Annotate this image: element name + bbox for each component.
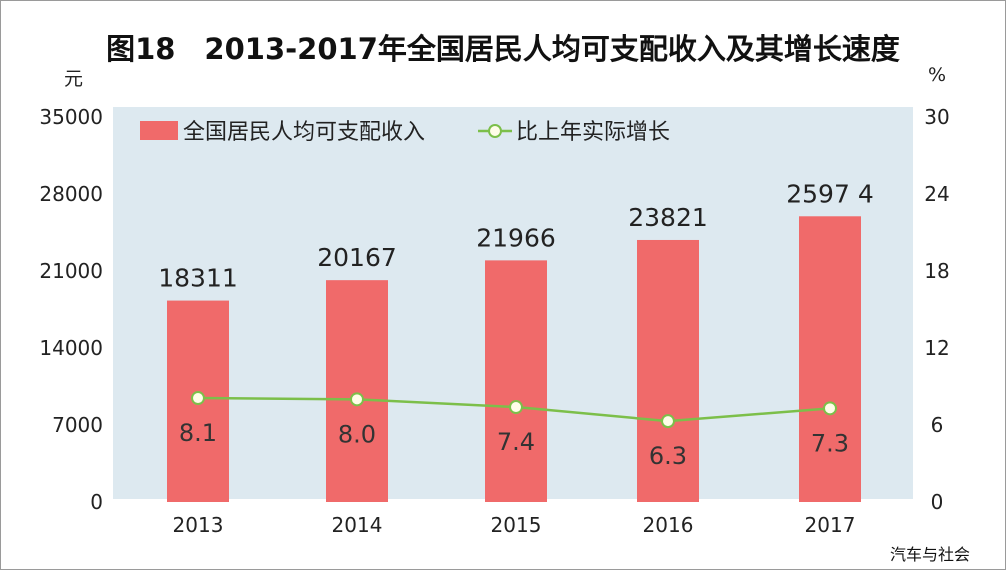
bar-value-label: 23821 xyxy=(628,203,708,232)
left-axis-tick-label: 0 xyxy=(90,490,103,514)
x-axis-tick-label: 2016 xyxy=(643,513,694,537)
legend-bar-label: 全国居民人均可支配收入 xyxy=(183,120,425,145)
income-bar xyxy=(485,260,547,502)
x-axis-tick-label: 2014 xyxy=(332,513,383,537)
left-axis-tick-label: 14000 xyxy=(39,336,103,360)
bar-value-label: 2597 4 xyxy=(786,179,873,208)
growth-point xyxy=(661,414,675,429)
left-axis-unit: 元 xyxy=(64,68,84,90)
right-axis-unit: % xyxy=(928,64,947,86)
growth-value-label: 6.3 xyxy=(649,442,687,470)
x-axis-tick-label: 2017 xyxy=(805,513,856,537)
left-axis-ticks: 0 7000 14000 21000 28000 35000 xyxy=(39,105,103,514)
growth-value-label: 7.3 xyxy=(811,429,849,457)
bar-value-label: 20167 xyxy=(317,243,397,272)
income-bar xyxy=(637,239,699,502)
right-axis-tick-label: 30 xyxy=(924,105,949,129)
bar-value-labels: 18311 20167 21966 23821 2597 4 xyxy=(158,179,874,292)
x-axis-ticks: 2013 2014 2015 2016 2017 xyxy=(173,513,856,537)
right-axis-tick-label: 18 xyxy=(924,259,949,283)
bar-value-label: 18311 xyxy=(158,264,238,293)
x-axis-tick-label: 2015 xyxy=(491,513,542,537)
growth-point xyxy=(823,401,837,416)
right-axis-tick-label: 24 xyxy=(924,182,949,206)
x-axis-tick-label: 2013 xyxy=(173,513,224,537)
legend: 全国居民人均可支配收入 比上年实际增长 xyxy=(140,120,670,145)
income-bars xyxy=(167,216,861,502)
growth-value-label: 7.4 xyxy=(497,428,535,456)
income-bar xyxy=(799,216,861,502)
growth-value-label: 8.0 xyxy=(338,420,376,448)
income-bar xyxy=(326,280,388,502)
watermark: 汽车与社会 xyxy=(890,545,971,564)
right-axis-tick-label: 0 xyxy=(931,490,944,514)
legend-line-marker xyxy=(488,124,502,138)
left-axis-tick-label: 28000 xyxy=(39,182,103,206)
bar-value-label: 21966 xyxy=(476,223,556,252)
legend-bar-swatch xyxy=(140,121,178,140)
chart-title: 图18 2013-2017年全国居民人均可支配收入及其增长速度 xyxy=(106,32,900,66)
growth-point xyxy=(350,392,364,407)
right-axis-tick-label: 6 xyxy=(931,413,944,437)
growth-point xyxy=(191,391,205,406)
legend-line-label: 比上年实际增长 xyxy=(516,120,670,145)
left-axis-tick-label: 21000 xyxy=(39,259,103,283)
growth-value-label: 8.1 xyxy=(179,419,217,447)
right-axis-tick-label: 12 xyxy=(924,336,949,360)
right-axis-ticks: 0 6 12 18 24 30 xyxy=(924,105,949,514)
growth-point xyxy=(509,400,523,415)
left-axis-tick-label: 7000 xyxy=(52,413,103,437)
growth-value-labels: 8.1 8.0 7.4 6.3 7.3 xyxy=(179,419,849,470)
left-axis-tick-label: 35000 xyxy=(39,105,103,129)
growth-line-series xyxy=(191,391,837,429)
